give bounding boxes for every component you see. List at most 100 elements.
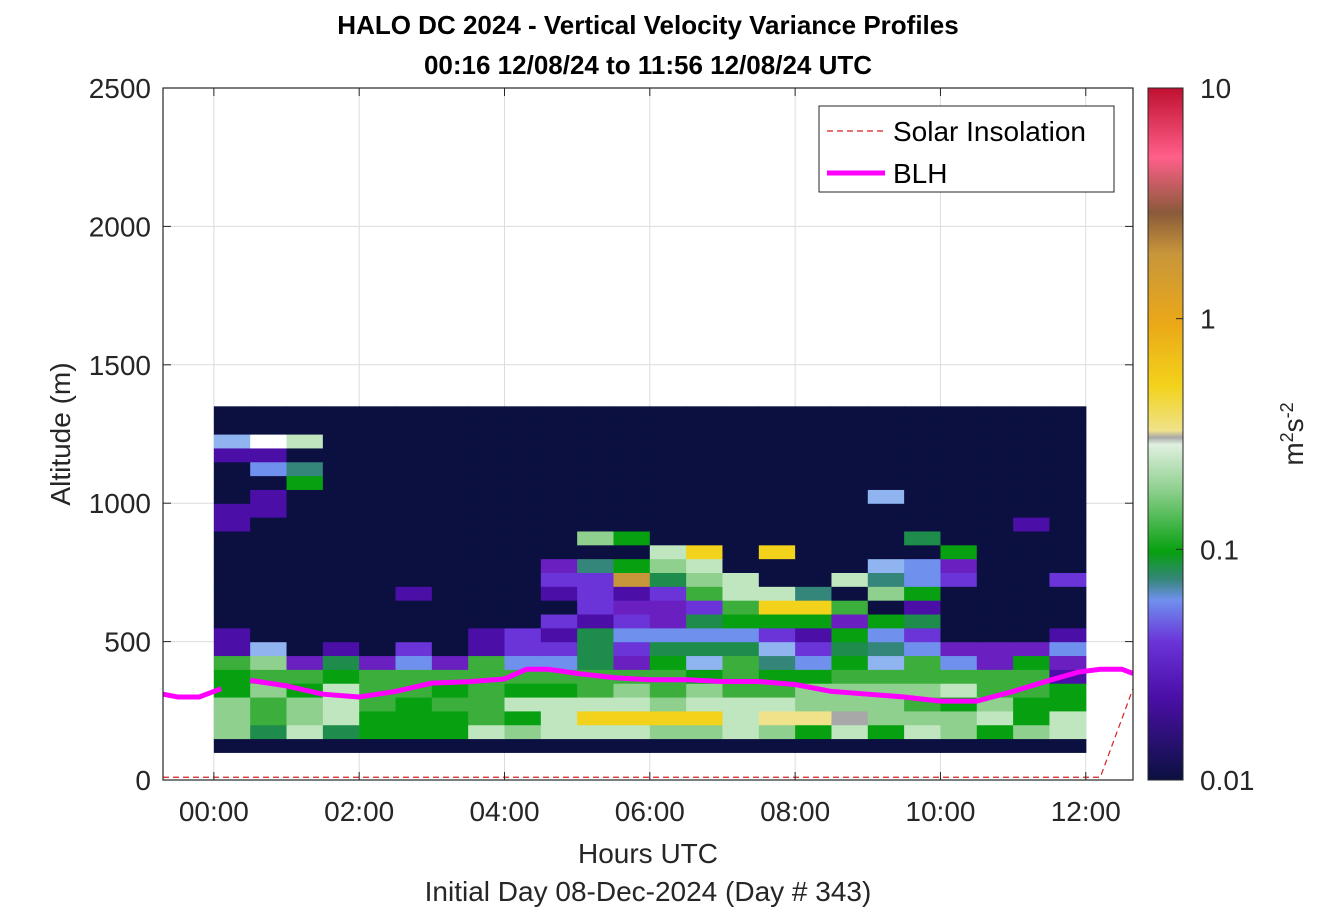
blh-line [163,686,223,700]
heatmap-cell [540,503,578,518]
heatmap-cell [468,558,506,573]
heatmap-cell [322,544,360,560]
heatmap-cell [540,544,578,560]
y-tick-label: 1000 [89,488,151,519]
heatmap-cell [686,461,724,477]
heatmap-cell [286,738,324,753]
heatmap-cell [867,710,905,726]
heatmap-cell [431,434,469,449]
heatmap-cell [649,406,687,421]
heatmap-cell [904,517,942,532]
heatmap-cell [1049,655,1087,670]
heatmap-cell [395,461,433,477]
heatmap-cell [540,489,578,504]
heatmap-cell [867,586,905,601]
heatmap-cell [1013,600,1051,615]
heatmap-cell [359,641,397,657]
heatmap-cell [904,530,942,546]
heatmap-cell [468,434,506,449]
heatmap-cell [722,586,760,601]
heatmap-cell [250,710,288,726]
heatmap-cell [976,627,1014,643]
heatmap-cell [613,655,651,670]
heatmap-cell [904,558,942,573]
heatmap-cell [504,447,542,463]
colorbar-ticks: 0.01 0.1 1 10 [1176,73,1255,796]
heatmap-cell [577,572,615,587]
heatmap-cell [1013,558,1051,573]
heatmap-cell [395,530,433,546]
heatmap-cell [1049,627,1087,643]
heatmap-cell [940,738,978,753]
heatmap-cell [504,600,542,615]
heatmap-cell [431,627,469,643]
heatmap-cell [431,544,469,560]
heatmap-cell [395,544,433,560]
heatmap-cell [976,517,1014,532]
heatmap-cell [1049,641,1087,657]
heatmap-cell [213,696,251,712]
heatmap-cell [649,475,687,490]
heatmap-cell [1049,461,1087,477]
y-tick-label: 2500 [89,73,151,104]
heatmap-cell [250,461,288,477]
legend-box [818,105,1115,193]
heatmap-cell [649,586,687,601]
heatmap-cell [686,475,724,490]
heatmap-cell [250,724,288,740]
heatmap-cell [1049,710,1087,726]
heatmap-cell [758,434,796,449]
heatmap-cell [504,710,542,726]
heatmap-cell [904,600,942,615]
heatmap-cell [722,517,760,532]
heatmap-cell [976,600,1014,615]
heatmap-cell [831,447,869,463]
heatmap-cell [722,724,760,740]
heatmap-cell [904,447,942,463]
heatmap-cell [649,627,687,643]
heatmap-cell [686,738,724,753]
heatmap-cell [1013,572,1051,587]
heatmap-cell [758,461,796,477]
heatmap-cell [577,641,615,657]
colorbar-tick-label: 0.1 [1200,534,1239,565]
heatmap-cell [722,738,760,753]
heatmap-cell [1013,434,1051,449]
heatmap-cell [395,503,433,518]
heatmap-cell [976,669,1014,684]
heatmap-cell [722,558,760,573]
x-tick-label: 10:00 [905,796,975,827]
heatmap-cell [831,434,869,449]
heatmap-cell [795,613,833,629]
heatmap-cell [758,489,796,504]
heatmap-cell [904,406,942,421]
heatmap-cell [213,641,251,657]
heatmap-cell [540,627,578,643]
heatmap-cell [686,558,724,573]
heatmap-cell [976,572,1014,587]
heatmap-cell [286,406,324,421]
heatmap-cell [577,600,615,615]
heatmap-cell [940,475,978,490]
heatmap-cell [286,503,324,518]
solar-insolation-line [163,688,1133,778]
heatmap-cell [976,420,1014,435]
heatmap-cell [940,489,978,504]
heatmap-cell [1013,530,1051,546]
heatmap-cell [322,530,360,546]
heatmap-cell [540,641,578,657]
heatmap-cell [867,655,905,670]
heatmap-cell [468,461,506,477]
x-tick-label: 08:00 [760,796,830,827]
heatmap-cell [758,517,796,532]
heatmap-cell [686,600,724,615]
heatmap-cell [758,530,796,546]
heatmap-cell [250,558,288,573]
heatmap-cell [686,724,724,740]
heatmap-cell [468,696,506,712]
heatmap-cell [468,517,506,532]
heatmap-cell [286,447,324,463]
heatmap-cell [686,613,724,629]
heatmap-cell [1049,530,1087,546]
heatmap-cell [504,558,542,573]
